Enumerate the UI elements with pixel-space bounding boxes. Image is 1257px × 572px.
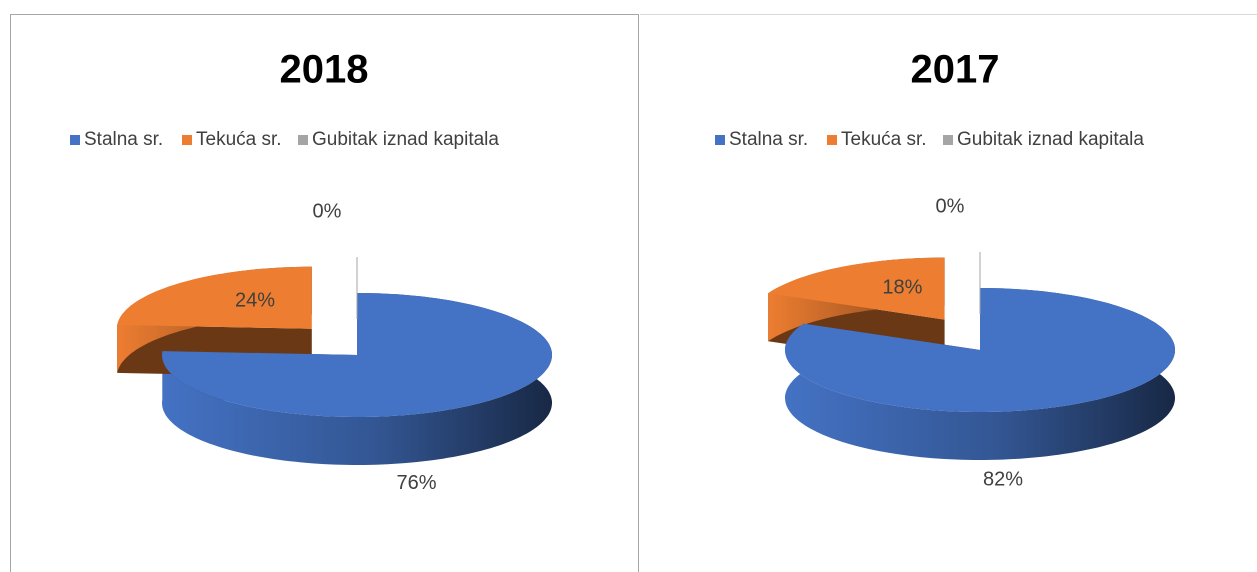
pie-slice: [785, 288, 1175, 412]
chart-title: 2017: [911, 48, 1000, 92]
data-label: 76%: [396, 472, 436, 494]
chart-frame: [10, 14, 639, 572]
legend-swatch: [827, 135, 837, 145]
legend-swatch: [298, 135, 308, 145]
legend-label: Tekuća sr.: [841, 129, 927, 150]
legend-swatch: [182, 135, 192, 145]
data-label: 0%: [936, 195, 965, 217]
legend-swatch: [943, 135, 953, 145]
data-label: 82%: [983, 468, 1023, 490]
pie-slice: [768, 257, 945, 320]
legend-label: Tekuća sr.: [196, 129, 282, 150]
chart-title: 2018: [280, 48, 369, 92]
data-label: 0%: [313, 200, 342, 222]
legend-swatch: [715, 135, 725, 145]
data-label: 24%: [235, 289, 275, 311]
legend-label: Gubitak iznad kapitala: [312, 129, 499, 150]
pie-slice: [117, 266, 312, 329]
legend-label: Stalna sr.: [84, 129, 163, 150]
pie-slice: [162, 293, 552, 417]
legend-swatch: [70, 135, 80, 145]
legend-label: Gubitak iznad kapitala: [957, 129, 1144, 150]
legend-label: Stalna sr.: [729, 129, 808, 150]
data-label: 18%: [882, 277, 922, 299]
